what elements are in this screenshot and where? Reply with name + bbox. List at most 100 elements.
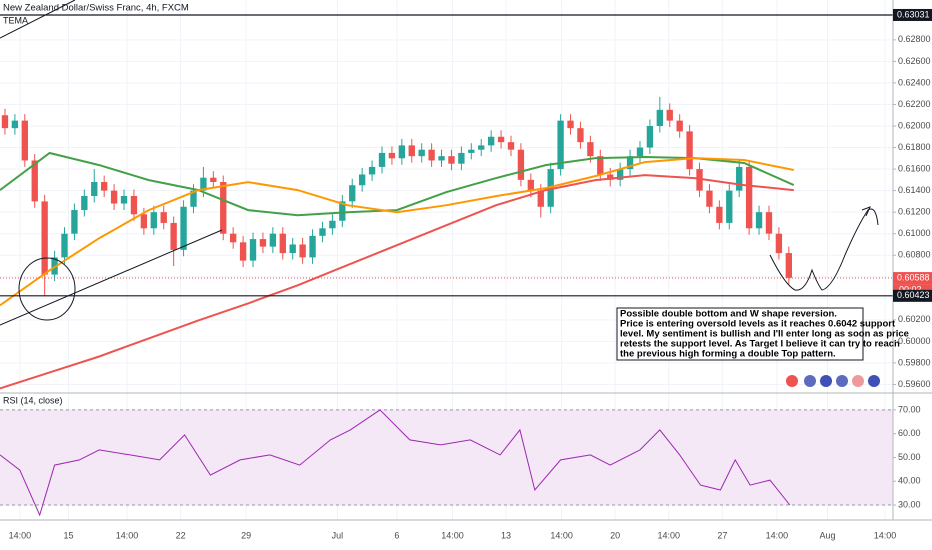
candle-body: [200, 177, 207, 191]
y-tick-label: 70.00: [898, 404, 921, 414]
candle-body: [309, 235, 316, 258]
candle-body: [71, 210, 78, 234]
y-tick-label: 0.60000: [898, 336, 931, 346]
candle-body: [249, 239, 257, 261]
y-tick-label: 50.00: [898, 452, 921, 462]
y-tick-label: 0.62000: [898, 120, 931, 130]
icon: [868, 375, 880, 387]
candle-body: [229, 233, 237, 243]
candle-body: [775, 233, 783, 254]
y-tick-label: 0.62800: [898, 34, 931, 44]
candle-body: [329, 220, 336, 229]
candle-body: [636, 147, 644, 157]
toolbar-icons: [786, 375, 880, 387]
candle-body: [587, 142, 594, 157]
candle-body: [676, 120, 683, 132]
candle-body: [140, 214, 148, 229]
x-tick-label: 14:00: [657, 530, 680, 540]
x-tick-label: 14:00: [116, 530, 139, 540]
candle-body: [299, 244, 306, 258]
icon: [820, 375, 832, 387]
candle-body: [190, 190, 197, 207]
line-series: [0, 151, 795, 217]
candle-body: [319, 228, 326, 236]
candle-body: [736, 166, 743, 191]
y-tick-label: 30.00: [898, 499, 921, 509]
annotation-line: Possible double bottom and W shape rever…: [620, 309, 837, 320]
candle-body: [557, 120, 564, 170]
candle-body: [220, 182, 227, 234]
candle-body: [527, 179, 535, 191]
icon: [852, 375, 864, 387]
candle-body: [626, 156, 634, 170]
candle-body: [180, 206, 187, 250]
candle-body: [577, 128, 584, 143]
plot: [0, 14, 893, 517]
candle-body: [11, 120, 19, 129]
candle-body: [41, 201, 48, 275]
candle-body: [418, 149, 425, 157]
x-tick-label: 14:00: [766, 530, 789, 540]
y-tick-label: 0.61200: [898, 207, 931, 217]
candle-body: [130, 196, 138, 215]
candle-body: [438, 156, 445, 161]
candle-body: [1, 115, 9, 129]
chart-title: New Zealand Dollar/Swiss Franc, 4h, FXCM: [3, 3, 189, 14]
rsi-band: [0, 409, 893, 506]
x-tick-label: Jul: [332, 530, 344, 540]
candle-body: [120, 196, 128, 204]
candle-body: [368, 166, 376, 175]
candle-body: [210, 177, 217, 182]
y-tick-label: 0.62200: [898, 99, 931, 109]
candle-body: [31, 160, 38, 202]
rsi-label: RSI (14, close): [3, 395, 63, 405]
candle-body: [101, 182, 108, 191]
candle-body: [567, 120, 574, 129]
candle-body: [507, 142, 515, 150]
candle-body: [646, 126, 654, 148]
rsi-background: [0, 409, 893, 506]
annotation: Possible double bottom and W shape rever…: [616, 307, 909, 361]
y-tick-label: 0.61600: [898, 163, 931, 173]
candle-body: [259, 239, 267, 247]
candle-body: [706, 190, 713, 207]
x-tick-label: 14:00: [874, 530, 897, 540]
candle-body: [597, 156, 604, 175]
candle-body: [468, 149, 475, 153]
indicator-label: TEMA: [3, 15, 28, 25]
line-series: [0, 157, 794, 307]
axis-labels: 0.596000.598000.600000.602000.604000.606…: [9, 8, 932, 540]
y-tick-label: 0.62400: [898, 77, 931, 87]
price-label: 0.63031: [897, 9, 930, 19]
y-tick-label: 0.62600: [898, 56, 931, 66]
candle-body: [726, 190, 733, 223]
candle-body: [160, 212, 167, 223]
candle-body: [339, 201, 346, 221]
candle-body: [765, 212, 773, 234]
candle-body: [487, 136, 495, 146]
y-tick-label: 0.61800: [898, 142, 931, 152]
candle-body: [607, 174, 614, 180]
x-tick-label: 14:00: [441, 530, 464, 540]
candle-body: [21, 120, 28, 161]
countdown: 00:02: [899, 284, 922, 294]
x-tick-label: 27: [717, 530, 727, 540]
candle-body: [358, 174, 366, 186]
trend-line: [0, 229, 223, 326]
candle-body: [388, 152, 396, 159]
circle-drawing: [18, 257, 76, 321]
y-tick-label: 0.60800: [898, 250, 931, 260]
candle-body: [458, 152, 465, 164]
candle-body: [408, 145, 415, 157]
candle-body: [428, 149, 435, 161]
annotation-line: retests the support level. As Target I b…: [620, 339, 900, 350]
y-tick-label: 60.00: [898, 428, 921, 438]
x-tick-label: Aug: [820, 530, 836, 540]
candle-body: [170, 222, 177, 250]
candle-body: [745, 166, 753, 229]
price-label-box: [893, 272, 932, 285]
candle-body: [349, 185, 356, 202]
x-tick-label: 15: [63, 530, 73, 540]
arrow-head: [861, 206, 871, 217]
